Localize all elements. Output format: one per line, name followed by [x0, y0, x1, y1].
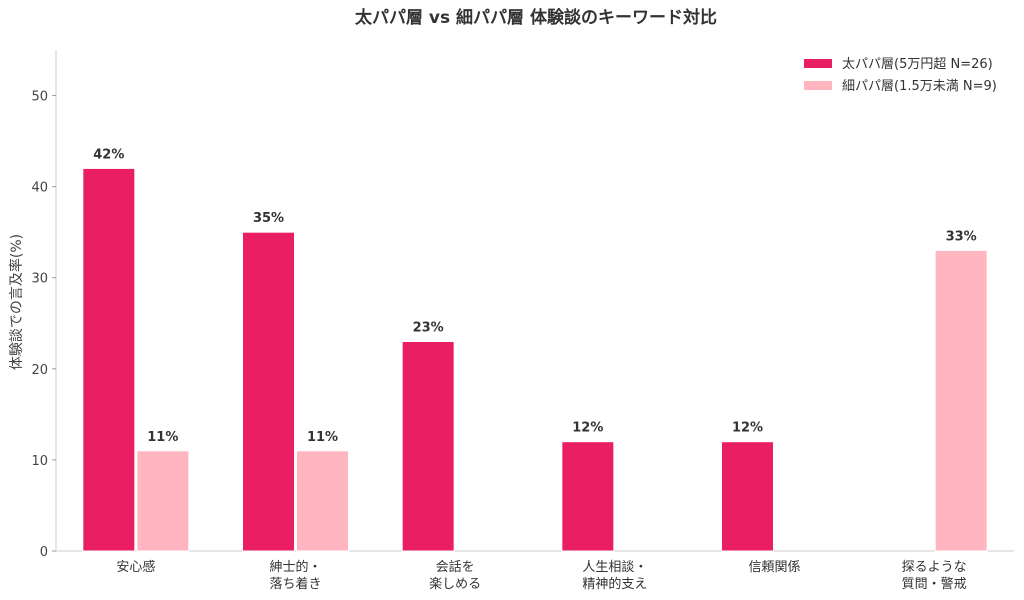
data-label: 12% [572, 421, 603, 436]
y-tick-label: 50 [31, 90, 48, 105]
y-tick-label: 40 [31, 181, 48, 196]
x-tick-label-line: 会話を [436, 559, 475, 575]
legend-label: 細パパ層(1.5万未満 N=9) [842, 79, 997, 94]
y-tick-label: 10 [31, 454, 48, 469]
x-tick-label: 安心感 [116, 559, 155, 575]
x-tick-label-line: 探るような [902, 560, 967, 575]
data-label: 23% [413, 320, 444, 335]
y-tick-label: 30 [31, 272, 48, 287]
y-axis-label: 体験談での言及率(%) [8, 234, 25, 370]
legend-label: 太パパ層(5万円超 N=26) [842, 57, 993, 72]
x-tick-label-line: 信頼関係 [748, 560, 800, 575]
bar [561, 441, 615, 552]
data-label: 12% [732, 421, 763, 436]
x-tick-label-line: 落ち着き [269, 576, 321, 592]
x-tick-label-line: 人生相談・ [582, 559, 647, 575]
bar [296, 450, 349, 552]
data-label: 42% [93, 147, 124, 162]
x-tick-label-line: 精神的支え [582, 576, 647, 592]
bar [934, 249, 988, 552]
chart-title: 太パパ層 vs 細パパ層 体験談のキーワード対比 [355, 7, 717, 28]
data-label: 35% [253, 211, 284, 226]
bar [721, 441, 774, 552]
data-label: 11% [147, 430, 178, 445]
x-tick-label-line: 質問・警戒 [902, 576, 967, 592]
x-tick-label: 探るような質問・警戒 [902, 560, 967, 592]
legend: 太パパ層(5万円超 N=26) 細パパ層(1.5万未満 N=9) [804, 57, 997, 94]
x-tick-label: 人生相談・精神的支え [582, 559, 647, 592]
data-label: 11% [307, 430, 338, 445]
bar [242, 231, 295, 552]
legend-swatch [804, 59, 832, 68]
x-tick-label-line: 安心感 [116, 559, 155, 575]
bar [82, 167, 136, 552]
data-label: 33% [946, 229, 977, 244]
x-tick-label: 会話を楽しめる [429, 559, 481, 592]
y-tick-label: 0 [40, 545, 48, 560]
x-tick-label: 信頼関係 [748, 560, 800, 575]
y-tick-label: 20 [31, 363, 48, 378]
bar [401, 340, 455, 552]
x-tick-label-line: 楽しめる [429, 576, 481, 592]
legend-swatch [804, 81, 832, 90]
bar [136, 450, 190, 552]
x-tick-label-line: 紳士的・ [269, 559, 321, 575]
x-tick-label: 紳士的・落ち着き [269, 559, 321, 592]
plot-area: 0 10 20 30 40 50 42% 11% 安心感 35% 11% 紳士的・落ち着き 23% 会話を… [31, 50, 1014, 592]
